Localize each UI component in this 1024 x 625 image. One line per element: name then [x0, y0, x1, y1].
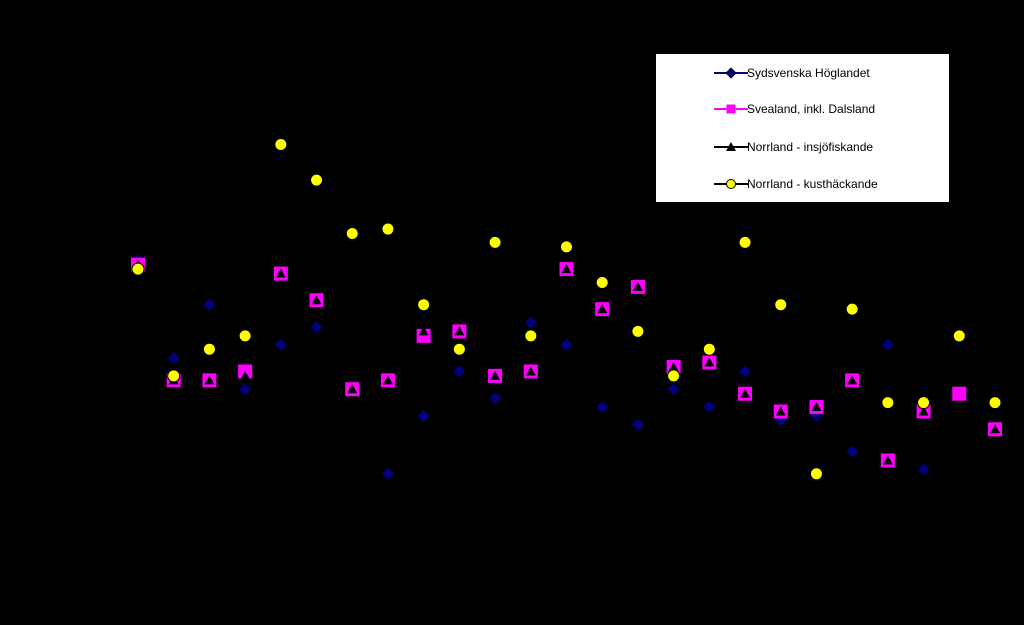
- point-norrland-kust-17: [702, 342, 716, 356]
- point-norrland-kust-15: [631, 324, 645, 338]
- point-norrland-insjo-17: [704, 357, 715, 367]
- legend-swatch-sydsvenska: [714, 67, 748, 79]
- point-norrland-kust-9: [417, 298, 431, 312]
- legend-entry-sydsvenska: Sydsvenska Höglandet: [656, 62, 951, 84]
- point-sydsvenska-14: [596, 401, 609, 414]
- point-norrland-kust-21: [845, 302, 859, 316]
- legend-label-norrland-kust: Norrland - kusthäckande: [747, 177, 878, 191]
- point-norrland-insjo-8: [382, 375, 393, 385]
- point-norrland-insjo-7: [347, 384, 358, 394]
- point-norrland-kust-13: [560, 240, 573, 254]
- point-norrland-kust-3: [202, 342, 216, 356]
- legend-entry-norrland-kust: Norrland - kusthäckande: [656, 173, 951, 195]
- point-norrland-kust-7: [345, 227, 359, 240]
- data-marks: [131, 138, 1002, 481]
- point-sydsvenska-17: [703, 401, 716, 414]
- point-norrland-kust-23: [917, 396, 931, 410]
- legend-label-sydsvenska: Sydsvenska Höglandet: [747, 66, 870, 80]
- legend: Sydsvenska Höglandet Svealand, inkl. Dal…: [655, 53, 950, 203]
- point-sydsvenska-23: [917, 463, 930, 476]
- point-norrland-kust-12: [524, 329, 538, 343]
- point-norrland-kust-22: [881, 396, 895, 410]
- point-norrland-kust-8: [381, 222, 395, 236]
- point-norrland-kust-2: [167, 369, 181, 383]
- legend-label-norrland-insjo: Norrland - insjöfiskande: [747, 140, 874, 154]
- point-norrland-insjo-25: [990, 424, 1000, 434]
- point-norrland-insjo-9: [418, 326, 429, 336]
- point-sydsvenska-4: [239, 383, 252, 396]
- point-norrland-kust-6: [310, 173, 324, 187]
- point-sydsvenska-13: [560, 338, 573, 351]
- point-norrland-insjo-18: [740, 388, 751, 398]
- point-sydsvenska-22: [881, 338, 894, 351]
- point-norrland-kust-14: [595, 275, 609, 289]
- point-norrland-insjo-5: [275, 268, 286, 278]
- point-norrland-kust-25: [988, 396, 1002, 410]
- legend-swatch-svealand: [714, 104, 748, 114]
- point-norrland-kust-4: [238, 329, 252, 343]
- point-sydsvenska-5: [274, 338, 287, 351]
- legend-entry-norrland-insjo: Norrland - insjöfiskande: [656, 136, 951, 158]
- point-norrland-insjo-16: [668, 362, 679, 371]
- point-sydsvenska-8: [381, 467, 394, 480]
- point-norrland-insjo-3: [204, 375, 215, 385]
- point-sydsvenska-10: [453, 365, 466, 378]
- point-norrland-kust-19: [774, 298, 788, 312]
- point-sydsvenska-12: [524, 316, 537, 329]
- point-norrland-kust-11: [488, 235, 502, 249]
- point-norrland-insjo-14: [597, 304, 608, 314]
- point-norrland-insjo-15: [632, 281, 643, 291]
- point-norrland-kust-20: [809, 467, 823, 481]
- point-svealand-24: [952, 386, 967, 401]
- legend-label-svealand: Svealand, inkl. Dalsland: [747, 102, 876, 116]
- point-norrland-insjo-12: [525, 366, 536, 376]
- point-sydsvenska-18: [739, 365, 752, 378]
- legend-swatch-norrland-insjo: [714, 142, 748, 151]
- point-svealand-9: [416, 328, 431, 343]
- point-norrland-insjo-4: [240, 370, 251, 380]
- point-norrland-insjo-13: [561, 264, 572, 274]
- point-sydsvenska-15: [631, 418, 644, 431]
- point-norrland-kust-10: [452, 342, 466, 356]
- legend-swatch-norrland-kust: [714, 179, 748, 189]
- point-sydsvenska-9: [417, 409, 430, 422]
- point-sydsvenska-16: [667, 383, 680, 396]
- point-sydsvenska-2: [167, 352, 180, 365]
- point-norrland-insjo-22: [882, 455, 893, 465]
- point-norrland-kust-16: [667, 369, 681, 383]
- point-sydsvenska-11: [489, 392, 502, 405]
- point-norrland-insjo-6: [311, 295, 322, 305]
- legend-entry-svealand: Svealand, inkl. Dalsland: [656, 98, 951, 120]
- point-sydsvenska-3: [203, 298, 216, 311]
- point-norrland-kust-24: [952, 329, 966, 343]
- point-sydsvenska-6: [310, 320, 323, 333]
- point-norrland-kust-1: [131, 262, 145, 276]
- point-norrland-insjo-21: [847, 375, 858, 385]
- point-norrland-insjo-10: [454, 326, 465, 336]
- point-norrland-insjo-23: [918, 406, 929, 416]
- point-sydsvenska-21: [846, 445, 859, 458]
- point-norrland-kust-18: [738, 235, 752, 249]
- point-norrland-insjo-20: [811, 402, 822, 412]
- point-norrland-insjo-19: [775, 406, 786, 416]
- point-norrland-insjo-11: [490, 370, 501, 380]
- point-norrland-kust-5: [274, 138, 288, 151]
